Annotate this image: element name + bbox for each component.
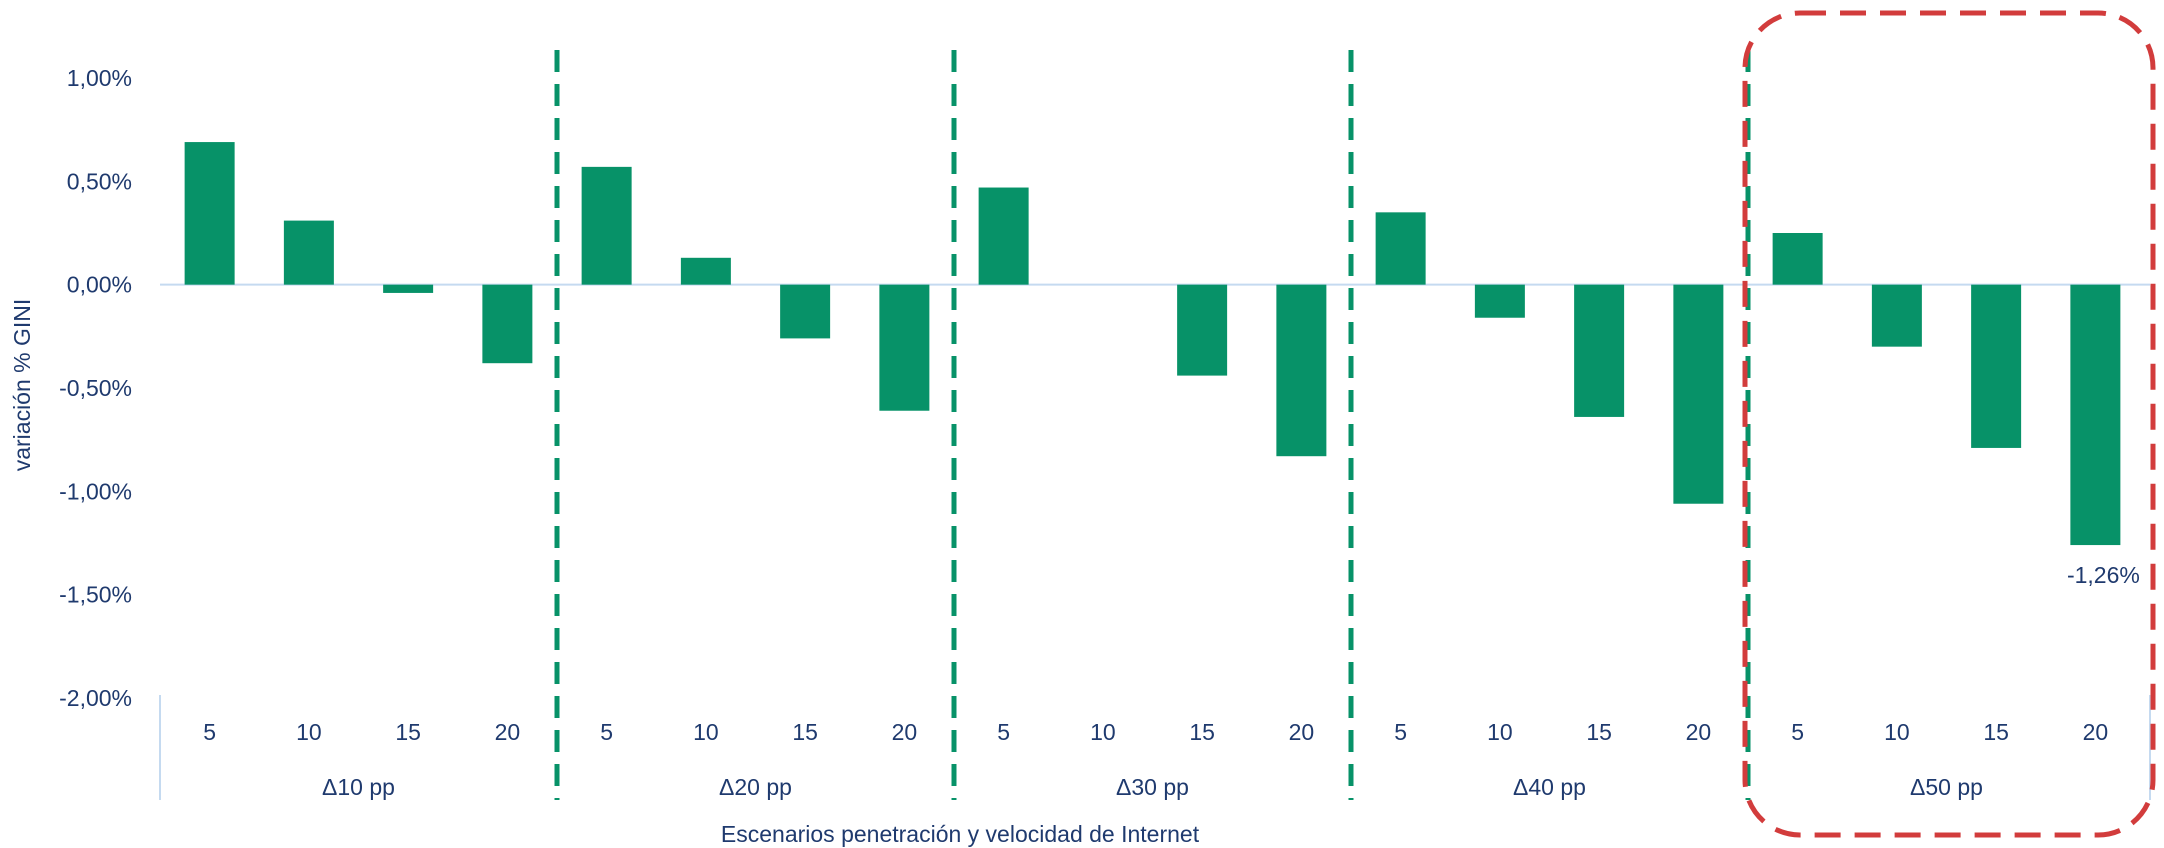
bar (978, 187, 1029, 285)
x-axis: 5 10 15 20 Δ10 pp 5 10 15 20 Δ20 pp 5 10 15 20 Δ30 pp 5… (159, 695, 2151, 800)
group-separators (554, 50, 1751, 800)
bar (1177, 284, 1228, 376)
bar (780, 284, 831, 339)
highlight-box (1742, 10, 2156, 838)
bar (1971, 284, 2022, 448)
bar (680, 257, 731, 285)
category-label: 10 (693, 719, 719, 745)
highlight-box-outline (1742, 10, 2156, 838)
y-axis-title: variación % GINI (9, 299, 35, 472)
category-label: 15 (792, 719, 818, 745)
category-label: 10 (1884, 719, 1910, 745)
bar (283, 220, 334, 285)
category-label: 20 (1686, 719, 1712, 745)
category-label: 20 (495, 719, 521, 745)
y-tick-label: 0,50% (67, 168, 132, 194)
bar (184, 142, 235, 285)
bar (1276, 284, 1327, 457)
data-labels: -1,26% (2067, 562, 2140, 588)
category-label: 5 (1791, 719, 1804, 745)
category-label: 10 (1090, 719, 1116, 745)
y-tick-label: -1,50% (59, 582, 132, 608)
category-label: 10 (296, 719, 322, 745)
group-label: Δ30 pp (1116, 774, 1189, 800)
bar (1474, 284, 1525, 318)
bar (2070, 284, 2121, 546)
category-label: 20 (892, 719, 918, 745)
data-label: -1,26% (2067, 562, 2140, 588)
y-tick-label: -0,50% (59, 375, 132, 401)
bar (1574, 284, 1625, 417)
y-tick-label: -2,00% (59, 685, 132, 711)
category-label: 10 (1487, 719, 1513, 745)
category-label: 15 (1983, 719, 2009, 745)
category-label: 5 (600, 719, 613, 745)
group-label: Δ20 pp (719, 774, 792, 800)
bar (581, 166, 632, 285)
category-label: 15 (1189, 719, 1215, 745)
bar (879, 284, 930, 411)
y-tick-label: 0,00% (67, 272, 132, 298)
category-label: 20 (1289, 719, 1315, 745)
y-tick-label: -1,00% (59, 478, 132, 504)
group-label: Δ40 pp (1513, 774, 1586, 800)
x-axis-title: Escenarios penetración y velocidad de In… (721, 821, 1200, 847)
category-label: 15 (1586, 719, 1612, 745)
category-label: 5 (997, 719, 1010, 745)
group-label: Δ10 pp (322, 774, 395, 800)
category-label: 5 (203, 719, 216, 745)
y-tick-label: 1,00% (67, 65, 132, 91)
category-label: 5 (1394, 719, 1407, 745)
category-label: 20 (2083, 719, 2109, 745)
bar (1375, 212, 1426, 285)
bar (482, 284, 533, 364)
group-label: Δ50 pp (1910, 774, 1983, 800)
bar (383, 284, 434, 293)
category-label: 15 (395, 719, 421, 745)
bar (1673, 284, 1724, 504)
bar (1871, 284, 1922, 347)
y-axis: 1,00% 0,50% 0,00% -0,50% -1,00% -1,50% -2,00% (59, 65, 132, 711)
bars (184, 142, 2121, 546)
bar (1772, 233, 1823, 285)
